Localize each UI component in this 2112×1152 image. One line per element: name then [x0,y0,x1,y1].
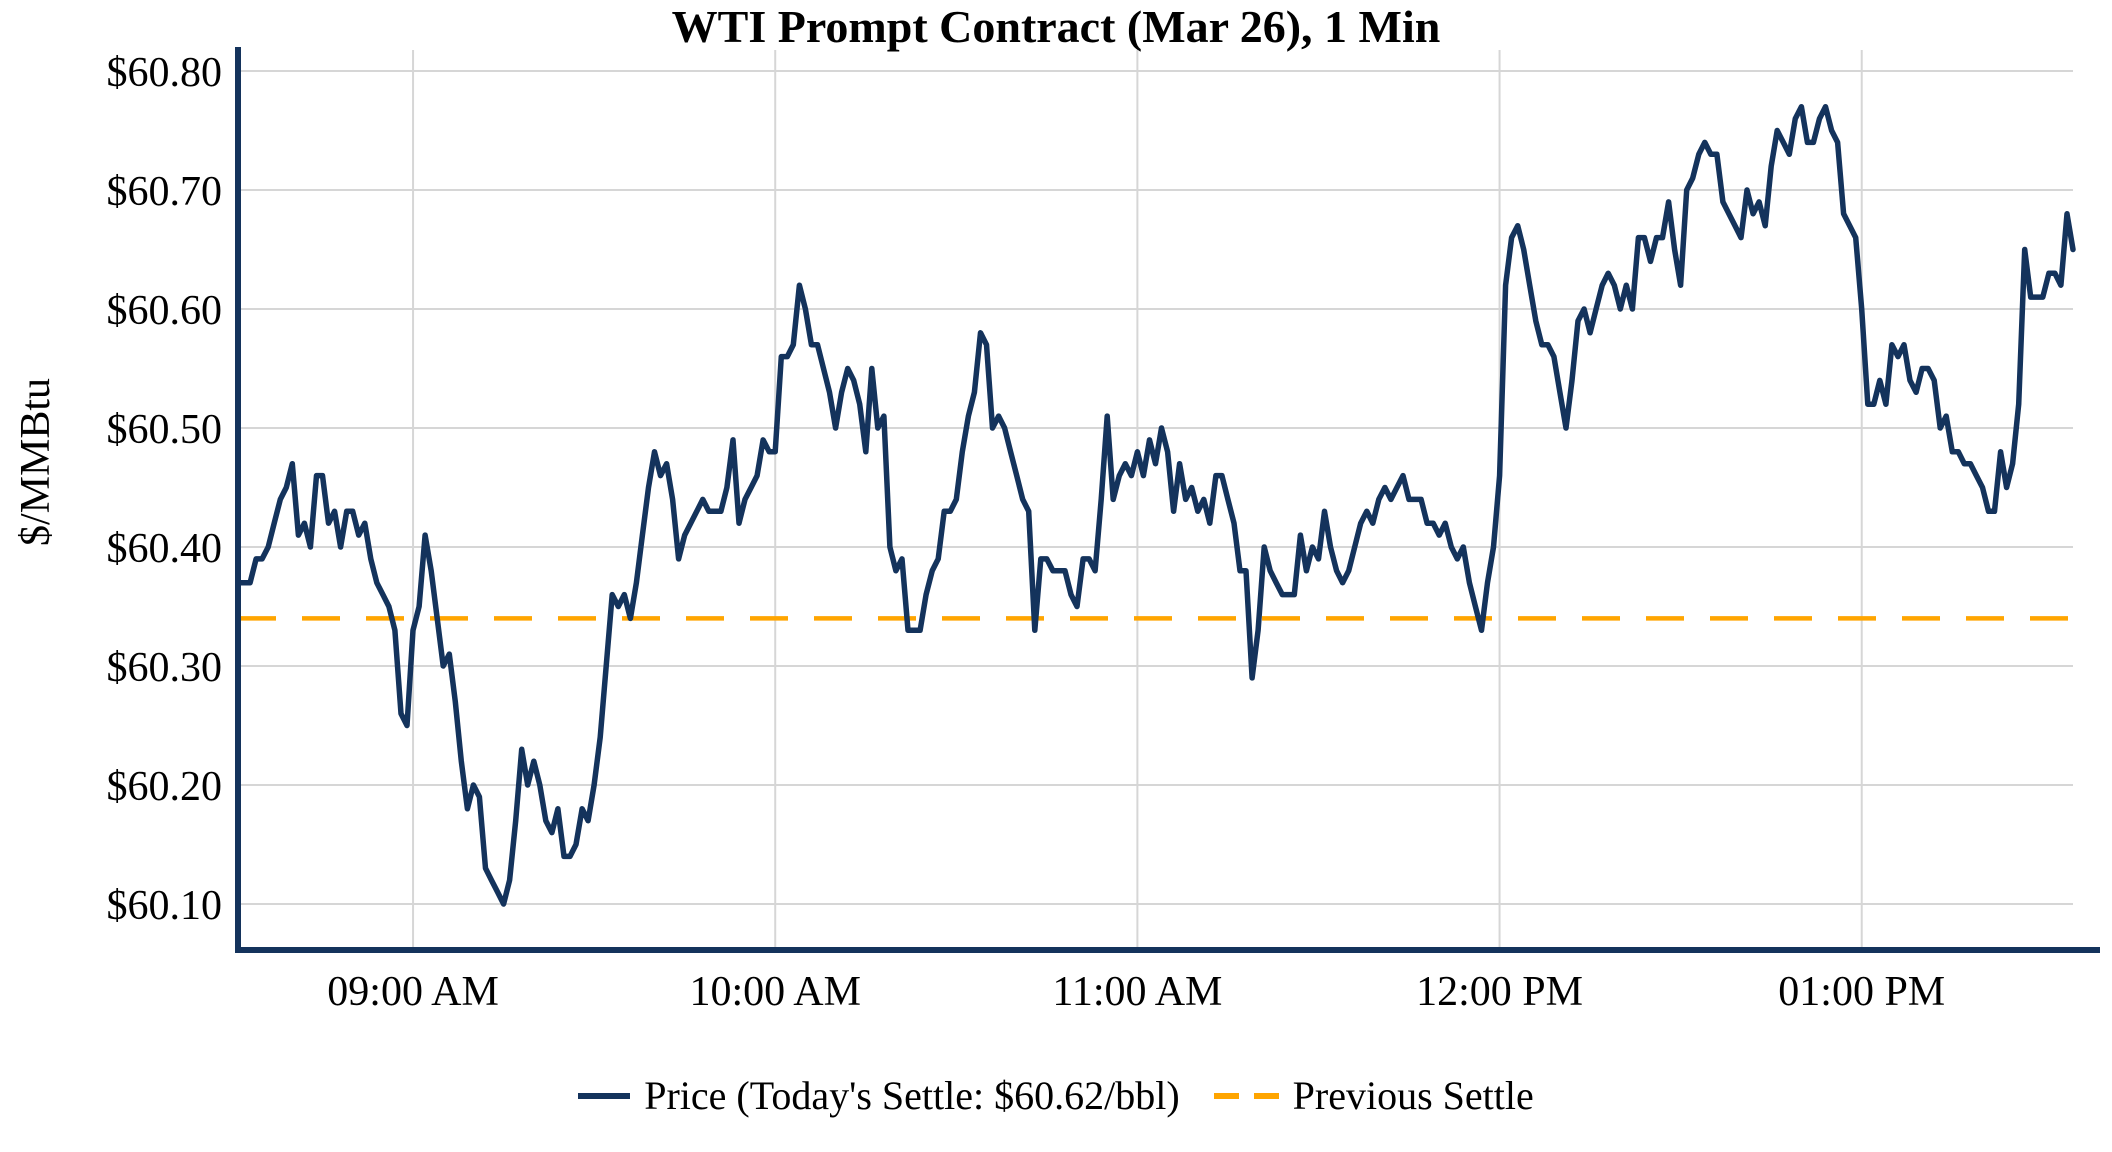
previous-settle-legend-label: Previous Settle [1292,1073,1534,1118]
price-legend-label: Price (Today's Settle: $60.62/bbl) [644,1073,1180,1118]
price-line [235,103,2076,907]
price-line-swatch-icon [578,1092,631,1099]
y-tick-label: $60.40 [107,526,223,572]
y-tick-label: $60.60 [107,288,223,334]
chart-title: WTI Prompt Contract (Mar 26), 1 Min [671,1,1441,52]
y-tick-label: $60.20 [107,764,223,810]
previous-settle-swatch-icon [1213,1092,1279,1099]
y-tick-label: $60.50 [107,407,223,453]
y-tick-label: $60.30 [107,645,223,691]
y-tick-label: $60.70 [107,169,223,215]
x-tick-label: 01:00 PM [1778,969,1945,1015]
y-tick-label: $60.80 [107,50,223,96]
x-tick-label: 12:00 PM [1416,969,1583,1015]
x-tick-label: 11:00 AM [1052,969,1222,1015]
y-tick-label: $60.10 [107,883,223,929]
legend: Price (Today's Settle: $60.62/bbl) Previ… [0,1072,2112,1119]
x-tick-label: 10:00 AM [689,969,861,1015]
plot-area: $60.80 $60.70 $60.60 $60.50 $60.40 $60.30 $60.… [107,47,2100,1015]
x-tick-label: 09:00 AM [327,969,499,1015]
